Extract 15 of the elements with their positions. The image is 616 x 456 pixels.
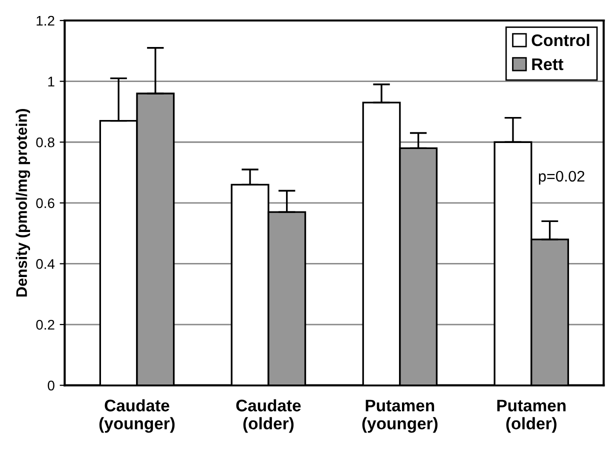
- x-tick-label: Caudate (younger): [99, 399, 175, 433]
- x-tick-label: Putamen (younger): [362, 400, 438, 433]
- legend-label: Rett: [532, 58, 564, 70]
- y-axis-title: Density (pmol/mg protein): [16, 109, 30, 297]
- annotation: p=0.02: [538, 170, 584, 185]
- legend-label: Control: [532, 34, 590, 46]
- x-tick-label: Putamen (older): [497, 400, 566, 433]
- y-tick-label: 0.4: [36, 259, 55, 269]
- y-tick-label: 1: [48, 76, 54, 86]
- y-tick-label: 1.2: [36, 16, 54, 26]
- y-tick-label: 0.6: [36, 198, 54, 208]
- y-tick-label: 0: [48, 380, 54, 390]
- y-tick-label: 0.2: [36, 320, 54, 330]
- y-tick-label: 0.8: [36, 137, 54, 148]
- x-tick-label: Caudate (older): [236, 399, 301, 433]
